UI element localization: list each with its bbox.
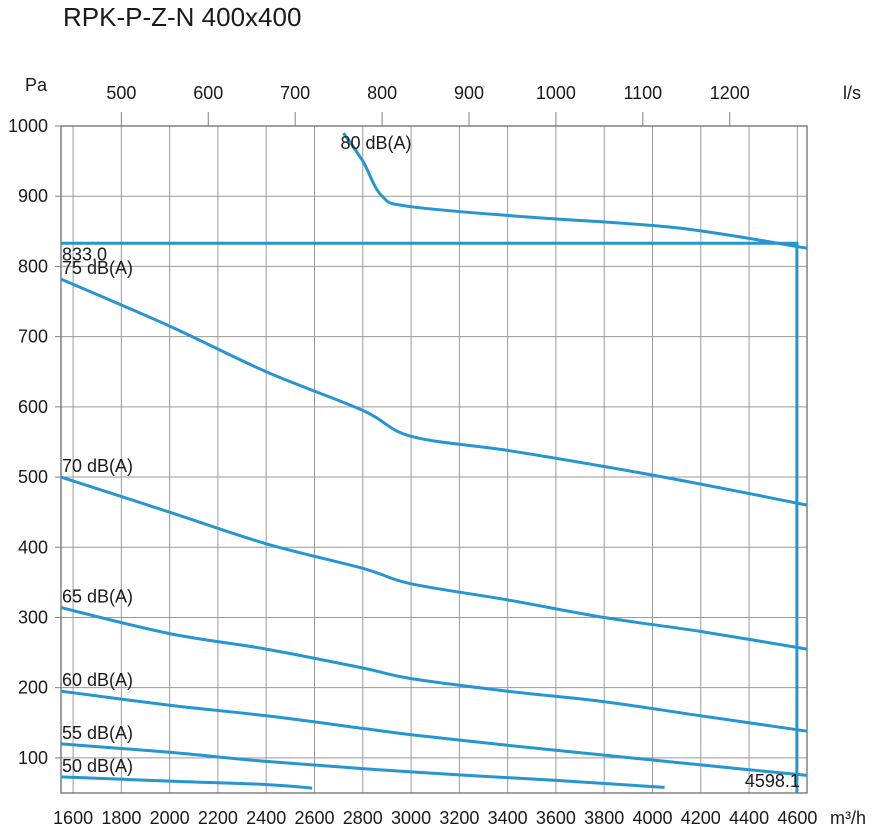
- x-tick-label-2400: 2400: [246, 808, 286, 828]
- curve-label-80-db-a: 80 dB(A): [340, 133, 411, 153]
- operating-point: 833.0 4598.1: [61, 241, 800, 793]
- x-tick-label-2600: 2600: [294, 808, 334, 828]
- y-axis-unit: Pa: [25, 75, 48, 95]
- curve-50-db-a: [60, 775, 313, 790]
- x-tick-label-1600: 1600: [53, 808, 93, 828]
- top-tick-label-1000: 1000: [536, 83, 576, 103]
- top-axis-ls: 500 600 700 800 900 1000 1100 1200: [106, 83, 750, 126]
- top-tick-label-1200: 1200: [710, 83, 750, 103]
- chart-title: RPK-P-Z-N 400x400: [63, 2, 301, 32]
- y-tick-label-600: 600: [18, 397, 48, 417]
- operating-point-x-label: 4598.1: [745, 771, 800, 791]
- x-tick-label-1800: 1800: [101, 808, 141, 828]
- curve-label-65-db-a: 65 dB(A): [62, 587, 133, 607]
- x-tick-label-3600: 3600: [536, 808, 576, 828]
- curve-label-70-db-a: 70 dB(A): [62, 456, 133, 476]
- top-tick-label-1100: 1100: [623, 83, 662, 103]
- x-tick-label-3200: 3200: [439, 808, 479, 828]
- noise-curves: 80 dB(A) 75 dB(A) 70 dB(A) 65 dB(A) 60 dB(A)…: [60, 132, 808, 790]
- y-tick-label-100: 100: [18, 748, 48, 768]
- top-tick-label-900: 900: [454, 83, 484, 103]
- y-tick-label-700: 700: [18, 327, 48, 347]
- operating-point-y-label: 833.0: [62, 244, 107, 264]
- y-tick-label-400: 400: [18, 537, 48, 557]
- curve-65-db-a: [60, 606, 808, 733]
- y-tick-label-500: 500: [18, 467, 48, 487]
- x-tick-label-4600: 4600: [777, 808, 817, 828]
- y-tick-label-800: 800: [18, 256, 48, 276]
- top-tick-label-500: 500: [106, 83, 136, 103]
- curve-60-db-a: [60, 689, 808, 777]
- x-tick-label-2800: 2800: [343, 808, 383, 828]
- plot-frame: [60, 125, 808, 794]
- y-axis-pa: 1000 900 800 700 600 500 400 300 200 100: [8, 116, 61, 768]
- top-tick-label-700: 700: [280, 83, 310, 103]
- x-tick-label-4400: 4400: [729, 808, 769, 828]
- curve-75-db-a: [60, 277, 808, 507]
- grid: [61, 125, 807, 793]
- x-tick-label-2200: 2200: [198, 808, 238, 828]
- x-tick-label-3000: 3000: [391, 808, 431, 828]
- x-tick-label-4200: 4200: [681, 808, 721, 828]
- top-tick-label-600: 600: [193, 83, 223, 103]
- curve-70-db-a: [60, 475, 808, 651]
- top-tick-label-800: 800: [367, 83, 397, 103]
- x-tick-label-3800: 3800: [584, 808, 624, 828]
- curve-label-75-db-a: 75 dB(A): [62, 258, 133, 278]
- curve-80-db-a: [342, 132, 808, 250]
- curve-label-50-db-a: 50 dB(A): [62, 756, 133, 776]
- y-tick-label-300: 300: [18, 607, 48, 627]
- curve-label-60-db-a: 60 dB(A): [62, 670, 133, 690]
- x-tick-label-3400: 3400: [488, 808, 528, 828]
- top-axis-unit: l/s: [843, 83, 861, 103]
- curve-label-55-db-a: 55 dB(A): [62, 723, 133, 743]
- x-axis-m3h: 1600 1800 2000 2200 2400 2600 2800 3000 3200 3400…: [53, 808, 817, 828]
- y-tick-label-900: 900: [18, 186, 48, 206]
- x-axis-unit: m³/h: [830, 808, 866, 828]
- y-tick-label-200: 200: [18, 678, 48, 698]
- curve-55-db-a: [60, 742, 665, 789]
- x-tick-label-2000: 2000: [150, 808, 190, 828]
- x-tick-label-4000: 4000: [632, 808, 672, 828]
- y-tick-label-1000: 1000: [8, 116, 48, 136]
